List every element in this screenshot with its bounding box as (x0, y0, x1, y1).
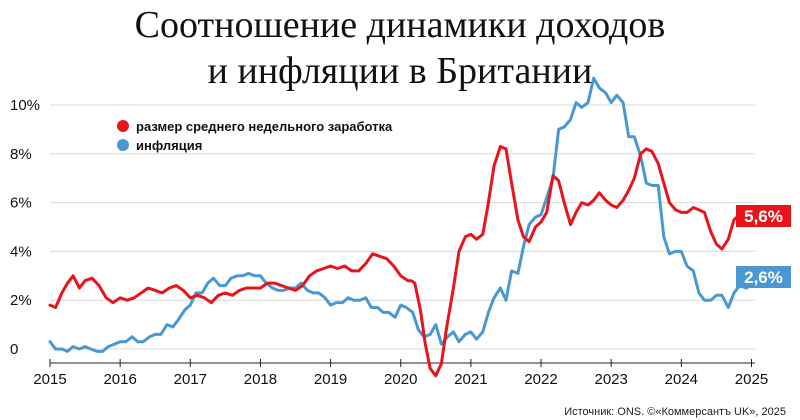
x-tick-label: 2020 (384, 371, 417, 388)
y-tick-label: 8% (10, 146, 32, 163)
end-labels: 5,6% 2,6% (736, 205, 791, 288)
x-tick-label: 2023 (595, 371, 628, 388)
end-label-inflation: 2,6% (744, 268, 783, 287)
x-tick-label: 2024 (665, 371, 698, 388)
legend-label-wages: размер среднего недельного заработка (136, 119, 393, 134)
x-tick-label: 2022 (524, 371, 557, 388)
y-tick-label: 4% (10, 243, 32, 260)
y-tick-label: 6% (10, 195, 32, 212)
y-tick-label: 0 (10, 341, 18, 358)
y-axis-ticks: 0 2% 4% 6% 8% 10% (10, 97, 40, 358)
y-tick-label: 2% (10, 292, 32, 309)
grid-lines (50, 104, 755, 350)
chart-title-line-1: Соотношение динамики доходов (134, 4, 666, 46)
x-tick-label: 2025 (735, 371, 768, 388)
series-lines (48, 76, 753, 378)
series-line-wages (48, 145, 748, 378)
x-tick-label: 2019 (314, 371, 347, 388)
source-note: Источник: ONS. ©«Коммерсантъ UK», 2025 (564, 406, 786, 418)
x-tick-label: 2021 (454, 371, 487, 388)
end-label-inflation-box (736, 266, 791, 288)
y-tick-label: 10% (10, 97, 40, 114)
legend: размер среднего недельного заработка инф… (117, 119, 393, 153)
end-label-wages-box (736, 205, 791, 227)
x-tick-label: 2017 (174, 371, 207, 388)
chart-title-line-2: и инфляции в Британии (207, 50, 593, 92)
x-tick-label: 2016 (103, 371, 136, 388)
chart-title: Соотношение динамики доходов и инфляции … (0, 2, 800, 94)
end-label-wages: 5,6% (744, 207, 783, 226)
legend-label-inflation: инфляция (136, 138, 202, 153)
legend-marker-inflation (117, 139, 129, 151)
x-axis-ticks: 2015 2016 2017 2018 2019 2020 2021 2022 2023 2024… (33, 359, 768, 388)
legend-marker-wages (117, 120, 129, 132)
series-line-inflation (48, 76, 753, 353)
x-tick-label: 2018 (244, 371, 277, 388)
x-tick-label: 2015 (33, 371, 66, 388)
